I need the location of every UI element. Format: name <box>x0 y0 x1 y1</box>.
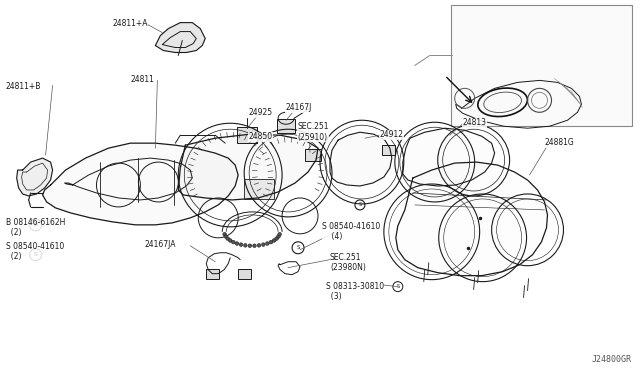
Text: 24811+A: 24811+A <box>113 19 148 28</box>
Text: S 08540-41610
  (2): S 08540-41610 (2) <box>6 242 64 261</box>
Circle shape <box>223 232 227 236</box>
Text: S: S <box>358 202 362 208</box>
FancyBboxPatch shape <box>205 269 219 279</box>
FancyBboxPatch shape <box>277 119 295 133</box>
Circle shape <box>232 240 235 244</box>
Circle shape <box>235 242 239 245</box>
Text: 24912: 24912 <box>380 130 404 139</box>
Polygon shape <box>43 143 238 225</box>
Text: S: S <box>34 252 38 257</box>
Circle shape <box>275 237 278 240</box>
Polygon shape <box>156 23 205 52</box>
Circle shape <box>226 237 230 240</box>
Text: 24925: 24925 <box>248 108 272 117</box>
Text: 24167JA: 24167JA <box>145 240 176 249</box>
Circle shape <box>239 243 243 246</box>
Text: SEC.251
(25910): SEC.251 (25910) <box>297 122 328 142</box>
FancyBboxPatch shape <box>382 145 396 155</box>
Circle shape <box>262 243 265 246</box>
FancyBboxPatch shape <box>451 5 632 126</box>
FancyBboxPatch shape <box>237 127 257 143</box>
Circle shape <box>257 244 260 247</box>
Circle shape <box>269 240 273 244</box>
Circle shape <box>224 235 228 238</box>
Text: S: S <box>396 284 399 289</box>
Text: 24850: 24850 <box>248 132 272 141</box>
Text: J24800GR: J24800GR <box>591 355 631 364</box>
Circle shape <box>228 239 232 242</box>
Polygon shape <box>403 128 495 186</box>
Polygon shape <box>396 162 547 276</box>
FancyBboxPatch shape <box>244 179 274 199</box>
Circle shape <box>244 244 247 247</box>
Polygon shape <box>330 132 392 186</box>
Circle shape <box>266 242 269 245</box>
Text: 24813: 24813 <box>463 118 486 127</box>
Text: 24881G: 24881G <box>545 138 574 147</box>
Text: S 08540-41610
    (4): S 08540-41610 (4) <box>322 222 380 241</box>
Polygon shape <box>17 158 52 196</box>
Text: S 08313-30810
  (3): S 08313-30810 (3) <box>326 282 384 301</box>
Text: 24167J: 24167J <box>285 103 312 112</box>
FancyBboxPatch shape <box>237 269 251 279</box>
Text: 24811: 24811 <box>131 76 154 84</box>
Text: S: S <box>296 245 300 250</box>
Polygon shape <box>179 134 318 200</box>
Text: 24811+B: 24811+B <box>6 82 41 92</box>
Circle shape <box>272 239 276 242</box>
Text: B: B <box>33 222 38 227</box>
Circle shape <box>253 244 256 247</box>
FancyBboxPatch shape <box>305 149 321 161</box>
Circle shape <box>278 232 282 236</box>
Circle shape <box>276 235 280 238</box>
Text: SEC.251
(23980N): SEC.251 (23980N) <box>330 253 366 272</box>
Text: B 08146-6162H
  (2): B 08146-6162H (2) <box>6 218 65 237</box>
Circle shape <box>248 244 252 247</box>
